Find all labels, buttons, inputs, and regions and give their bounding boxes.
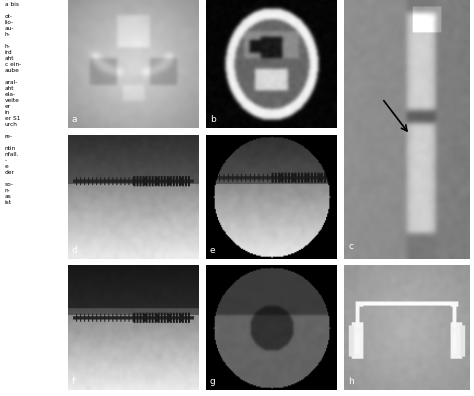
Text: a: a [72,116,77,124]
Text: h: h [348,377,354,386]
Text: c: c [348,242,353,251]
Text: f: f [72,377,75,386]
Text: e: e [210,246,216,255]
Text: b: b [210,116,216,124]
Text: g: g [210,377,216,386]
Text: d: d [72,246,77,255]
Text: a bis

ot-
lio-
au-
h-

h-
ird
aht
c ein-
aube

aral-
aht
ela-
veite
er
in
er S1: a bis ot- lio- au- h- h- ird aht c ein- … [5,2,21,205]
